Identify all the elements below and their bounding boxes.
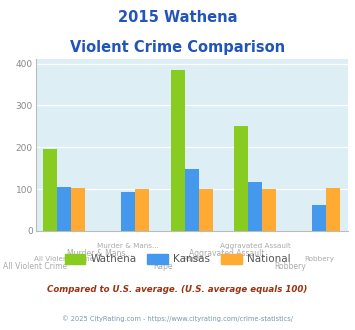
Text: Violent Crime Comparison: Violent Crime Comparison (70, 40, 285, 54)
Bar (121, 192, 135, 231)
Text: Rape: Rape (182, 256, 201, 262)
Text: All Violent Crime: All Violent Crime (34, 256, 94, 262)
Bar (71, 188, 85, 231)
Text: Aggravated Assault: Aggravated Assault (220, 243, 291, 248)
Bar (57, 187, 71, 231)
Bar (312, 205, 326, 231)
Text: Murder & Mans...: Murder & Mans... (97, 243, 159, 248)
Bar (43, 148, 57, 231)
Bar (262, 189, 277, 231)
Text: All Violent Crime: All Violent Crime (4, 262, 67, 271)
Bar (326, 188, 340, 231)
Text: Compared to U.S. average. (U.S. average equals 100): Compared to U.S. average. (U.S. average … (47, 285, 308, 294)
Text: 2015 Wathena: 2015 Wathena (118, 10, 237, 25)
Bar (135, 189, 149, 231)
Bar (248, 182, 262, 231)
Text: © 2025 CityRating.com - https://www.cityrating.com/crime-statistics/: © 2025 CityRating.com - https://www.city… (62, 315, 293, 322)
Text: Murder & Mans...: Murder & Mans... (66, 249, 132, 258)
Text: Rape: Rape (153, 262, 173, 271)
Bar (171, 70, 185, 231)
Text: Robbery: Robbery (304, 256, 334, 262)
Text: Aggravated Assault: Aggravated Assault (189, 249, 264, 258)
Bar (199, 189, 213, 231)
Bar (234, 125, 248, 231)
Bar (185, 169, 199, 231)
Legend: Wathena, Kansas, National: Wathena, Kansas, National (61, 251, 294, 268)
Text: Robbery: Robbery (275, 262, 306, 271)
